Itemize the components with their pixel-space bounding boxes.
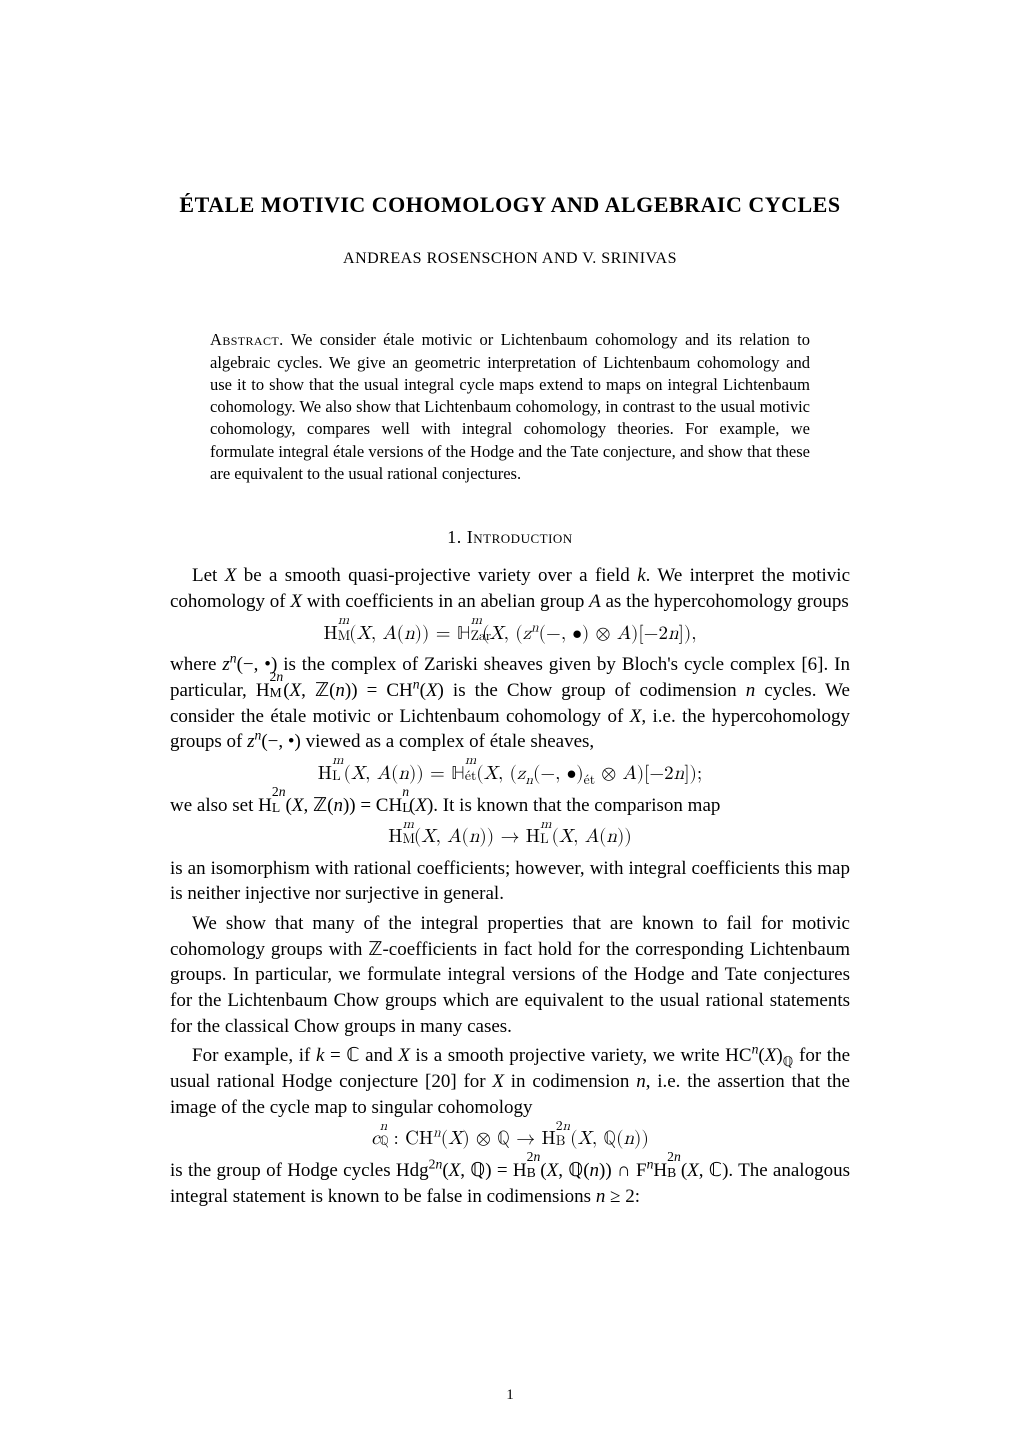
paragraph-2: where zn(−, •) is the complex of Zariski…: [170, 652, 850, 755]
abstract: Abstract. We consider étale motivic or L…: [210, 329, 810, 485]
section-heading-1: 1. Introduction: [170, 525, 850, 549]
paragraph-3a: we also set H2n2nL(X, ℤ(n)) = CHnnL(X). …: [170, 793, 850, 819]
page-number: 1: [0, 1385, 1020, 1405]
abstract-text: We consider étale motivic or Lichtenbaum…: [210, 330, 810, 483]
equation-3: HmmM(X, A(n)) → HmmL(X, A(n)): [170, 824, 850, 850]
equation-4: cnnℚ : CHn(X) ⊗ ℚ → H2n2nB(X, ℚ(n)): [170, 1126, 850, 1152]
equation-1: HmmM(X, A(n)) = ℍmmZar(X, (zn(−, •) ⊗ A)…: [170, 621, 850, 647]
paper-authors: ANDREAS ROSENSCHON AND V. SRINIVAS: [170, 248, 850, 270]
paragraph-5: For example, if k = ℂ and X is a smooth …: [170, 1043, 850, 1120]
paragraph-4: We show that many of the integral proper…: [170, 911, 850, 1039]
paragraph-6: is the group of Hodge cycles Hdg2n(X, ℚ)…: [170, 1158, 850, 1209]
page: ÉTALE MOTIVIC COHOMOLOGY AND ALGEBRAIC C…: [0, 0, 1020, 1443]
paper-title: ÉTALE MOTIVIC COHOMOLOGY AND ALGEBRAIC C…: [170, 190, 850, 220]
paragraph-1: Let X be a smooth quasi-projective varie…: [170, 563, 850, 614]
paragraph-3b: is an isomorphism with rational coeffici…: [170, 856, 850, 907]
abstract-label: Abstract.: [210, 330, 284, 349]
